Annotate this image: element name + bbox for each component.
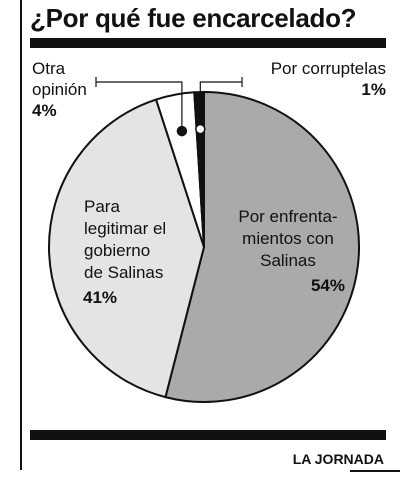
slice-label-line: Por corruptelas — [271, 59, 386, 78]
pie-chart: Por enfrenta-mientos con Salinas 54% Para le… — [32, 59, 386, 403]
slice-value-label: 41% — [83, 288, 117, 307]
left-border-line — [20, 0, 22, 470]
pie-slice-confrontations — [164, 91, 360, 403]
bottom-rule — [30, 430, 386, 440]
leader-dot-other — [176, 125, 188, 137]
leader-line-corruption — [199, 81, 242, 130]
slice-value-label: 1% — [361, 80, 386, 99]
slice-label-confrontations: Por enfrenta-mientos con Salinas 54% — [238, 207, 345, 295]
footer-line — [350, 470, 400, 472]
slice-label-legitimize: Para legitimar el gobierno de Salinas 41% — [83, 197, 166, 307]
chart-title: ¿Por qué fue encarcelado? — [30, 3, 357, 33]
slice-label-line: Otra — [32, 59, 66, 78]
slice-label-line: Para — [84, 197, 120, 216]
slice-label-line: opinión — [32, 80, 87, 99]
slice-label-line: legitimar el — [84, 219, 166, 238]
slice-label-line: de Salinas — [84, 263, 163, 282]
pie-slice-legitimize — [48, 98, 205, 399]
slice-value-label: 4% — [32, 101, 57, 120]
source-credit: LA JORNADA — [292, 451, 384, 467]
slice-label-other: Otra opinión 4% — [32, 59, 87, 120]
slice-label-corruption: Por corruptelas 1% — [271, 59, 386, 99]
top-rule — [30, 38, 386, 48]
slice-label-line: Salinas — [260, 251, 316, 270]
slice-label-line: gobierno — [84, 241, 150, 260]
leader-dot-corruption — [195, 123, 206, 135]
leader-line-other — [96, 81, 183, 132]
slice-value-label: 54% — [311, 276, 345, 295]
slice-label-line: Por enfrenta- — [238, 207, 337, 226]
slice-label-line: mientos con — [242, 229, 334, 248]
